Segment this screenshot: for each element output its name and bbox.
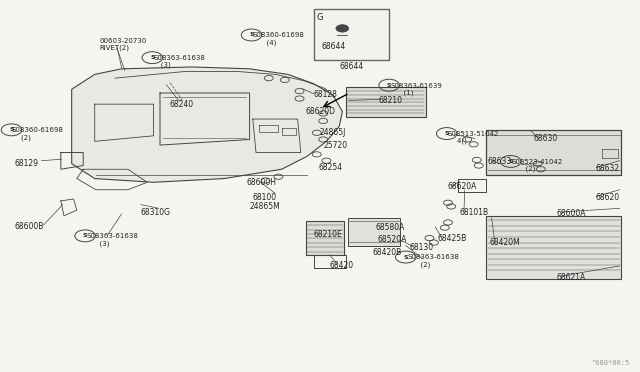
- Bar: [314, 9, 389, 60]
- Polygon shape: [486, 130, 621, 175]
- Text: 00603-20730
RIVET(2): 00603-20730 RIVET(2): [99, 38, 147, 51]
- Text: 68580A: 68580A: [376, 223, 405, 232]
- Text: 68600B: 68600B: [14, 222, 44, 231]
- Text: 68210E: 68210E: [314, 230, 342, 239]
- Text: 68130: 68130: [410, 243, 434, 252]
- Text: 24865J: 24865J: [320, 128, 346, 137]
- Text: 68644: 68644: [339, 62, 364, 71]
- Text: S08360-61698
    (2): S08360-61698 (2): [12, 127, 63, 141]
- Text: 68210: 68210: [379, 96, 403, 105]
- Text: S08363-61638
      (2): S08363-61638 (2): [407, 254, 459, 268]
- Text: S08513-51042
    4(): S08513-51042 4(): [448, 131, 499, 144]
- Text: 68633: 68633: [488, 157, 512, 166]
- Text: S: S: [403, 254, 408, 260]
- Text: S: S: [249, 32, 254, 38]
- Text: 25720: 25720: [323, 141, 348, 150]
- Text: 68100: 68100: [253, 193, 277, 202]
- Text: 68620A: 68620A: [448, 182, 477, 191]
- Text: 68621A: 68621A: [557, 273, 586, 282]
- Text: 68101B: 68101B: [460, 208, 489, 217]
- Text: S: S: [508, 159, 513, 164]
- Text: S08523-41042
      (2): S08523-41042 (2): [512, 159, 563, 172]
- Text: S: S: [444, 131, 449, 136]
- Polygon shape: [348, 218, 400, 246]
- Circle shape: [336, 25, 349, 32]
- Text: 68630: 68630: [533, 134, 557, 143]
- Text: 68644: 68644: [321, 42, 346, 51]
- Text: 68128: 68128: [314, 90, 337, 99]
- Text: 68620D: 68620D: [306, 107, 336, 116]
- Text: 68420B: 68420B: [372, 248, 402, 257]
- Text: 68632: 68632: [595, 164, 620, 173]
- Text: 68620: 68620: [595, 193, 620, 202]
- Text: 68310G: 68310G: [141, 208, 171, 217]
- Text: S: S: [83, 233, 88, 238]
- Text: S08363-61638
   (3): S08363-61638 (3): [154, 55, 205, 68]
- Polygon shape: [346, 87, 426, 117]
- Text: 24865M: 24865M: [250, 202, 280, 211]
- Text: ^680*00:5: ^680*00:5: [592, 360, 630, 366]
- Text: 68420M: 68420M: [490, 238, 520, 247]
- Text: 68600H: 68600H: [246, 178, 276, 187]
- Text: 68425B: 68425B: [437, 234, 467, 243]
- Polygon shape: [306, 221, 344, 255]
- Text: G: G: [317, 13, 323, 22]
- Text: S: S: [150, 55, 155, 60]
- Text: S08363-61639
      (1): S08363-61639 (1): [390, 83, 442, 96]
- Text: 68254: 68254: [319, 163, 343, 172]
- Text: S: S: [387, 83, 392, 88]
- Polygon shape: [486, 216, 621, 279]
- Text: 68520A: 68520A: [378, 235, 407, 244]
- Text: S08360-61698
      (4): S08360-61698 (4): [253, 32, 305, 46]
- Text: 68129: 68129: [14, 159, 38, 168]
- Text: 68420: 68420: [330, 262, 354, 270]
- Text: 68600A: 68600A: [557, 209, 586, 218]
- Polygon shape: [72, 67, 342, 182]
- Text: S08363-61638
      (3): S08363-61638 (3): [86, 233, 138, 247]
- Text: 68240: 68240: [170, 100, 194, 109]
- Text: S: S: [9, 127, 14, 132]
